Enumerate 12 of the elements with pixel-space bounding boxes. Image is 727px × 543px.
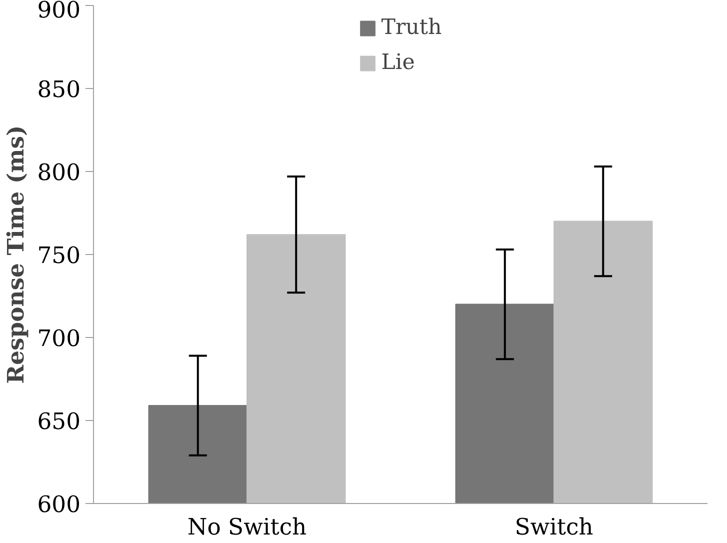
legend-label: Truth: [381, 15, 442, 40]
y-tick-label: 850: [37, 77, 81, 103]
y-tick-label: 600: [37, 492, 81, 518]
y-tick-label: 650: [37, 409, 81, 435]
y-tick-label: 900: [37, 0, 81, 24]
legend-label: Lie: [381, 50, 415, 75]
y-tick-label: 800: [37, 160, 81, 186]
y-tick-label: 700: [37, 326, 81, 352]
y-tick-label: 750: [37, 243, 81, 269]
x-tick-label: No Switch: [187, 514, 307, 540]
x-tick-label: Switch: [514, 514, 594, 540]
y-axis-title: Response Time (ms): [3, 125, 30, 384]
